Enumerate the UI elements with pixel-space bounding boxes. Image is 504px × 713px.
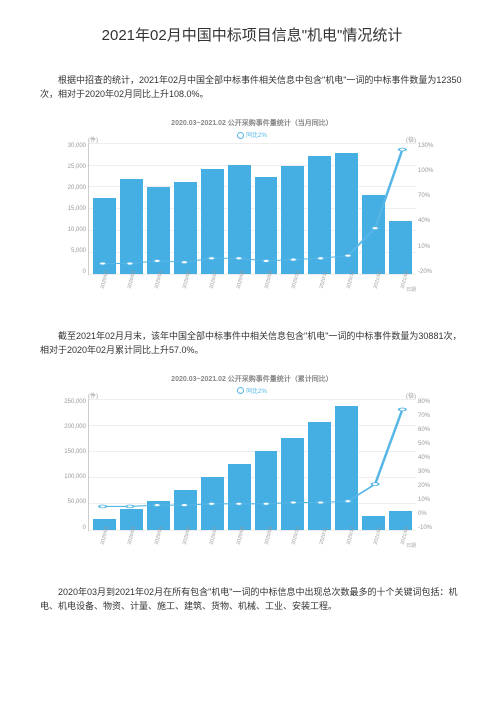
chart-1-title: 2020.03~2021.02 公开采购事件量统计（当月同比）: [40, 118, 464, 128]
chart-2-title: 2020.03~2021.02 公开采购事件量统计（累计同比）: [40, 374, 464, 384]
page: 2021年02月中国中标项目信息"机电"情况统计 根据中招查的统计，2021年0…: [0, 0, 504, 659]
chart-2-y-right: 80%70%60%50%40%30%20%10%0%-10%: [418, 399, 446, 531]
chart-1-y-right: 130%100%70%40%10%-20%: [418, 143, 446, 275]
chart-1-x-labels: 2020/032020/042020/052020/062020/072020/…: [88, 275, 416, 293]
chart-2-x-labels: 2020/032020/042020/052020/062020/072020/…: [88, 531, 416, 549]
paragraph-1: 根据中招查的统计，2021年02月中国全部中标事件相关信息中包含"机电"一词的中…: [40, 73, 464, 102]
chart-cumulative: 2020.03~2021.02 公开采购事件量统计（累计同比） 同比2% (件)…: [40, 374, 464, 549]
chart-2-line: [89, 399, 416, 530]
legend-marker-icon: [237, 387, 244, 394]
chart-monthly: 2020.03~2021.02 公开采购事件量统计（当月同比） 同比2% (件)…: [40, 118, 464, 293]
chart-2-y-left: 250,000200,000150,000100,00050,0000: [58, 399, 86, 531]
chart-2-legend: 同比2%: [40, 386, 464, 395]
paragraph-2: 截至2021年02月月末，该年中国全部中标事件中相关信息包含"机电"一词的中标事…: [40, 329, 464, 358]
page-title: 2021年02月中国中标项目信息"机电"情况统计: [40, 24, 464, 45]
chart-1-line: [89, 143, 416, 274]
chart-1-y-left: 30,00025,00020,00015,00010,0005,0000: [58, 143, 86, 275]
chart-2-plot: [88, 399, 416, 531]
chart-2-area: (件) (倍) 250,000200,000150,000100,00050,0…: [58, 399, 446, 549]
chart-2-x-title: 日期: [406, 542, 416, 549]
chart-1-plot: [88, 143, 416, 275]
chart-1-area: (件) (倍) 30,00025,00020,00015,00010,0005,…: [58, 143, 446, 293]
legend-marker-icon: [237, 132, 244, 139]
chart-1-x-title: 日期: [406, 286, 416, 293]
paragraph-3: 2020年03月到2021年02月在所有包含"机电"一词的中标信息中出现总次数最…: [40, 585, 464, 614]
chart-1-legend: 同比2%: [40, 130, 464, 139]
